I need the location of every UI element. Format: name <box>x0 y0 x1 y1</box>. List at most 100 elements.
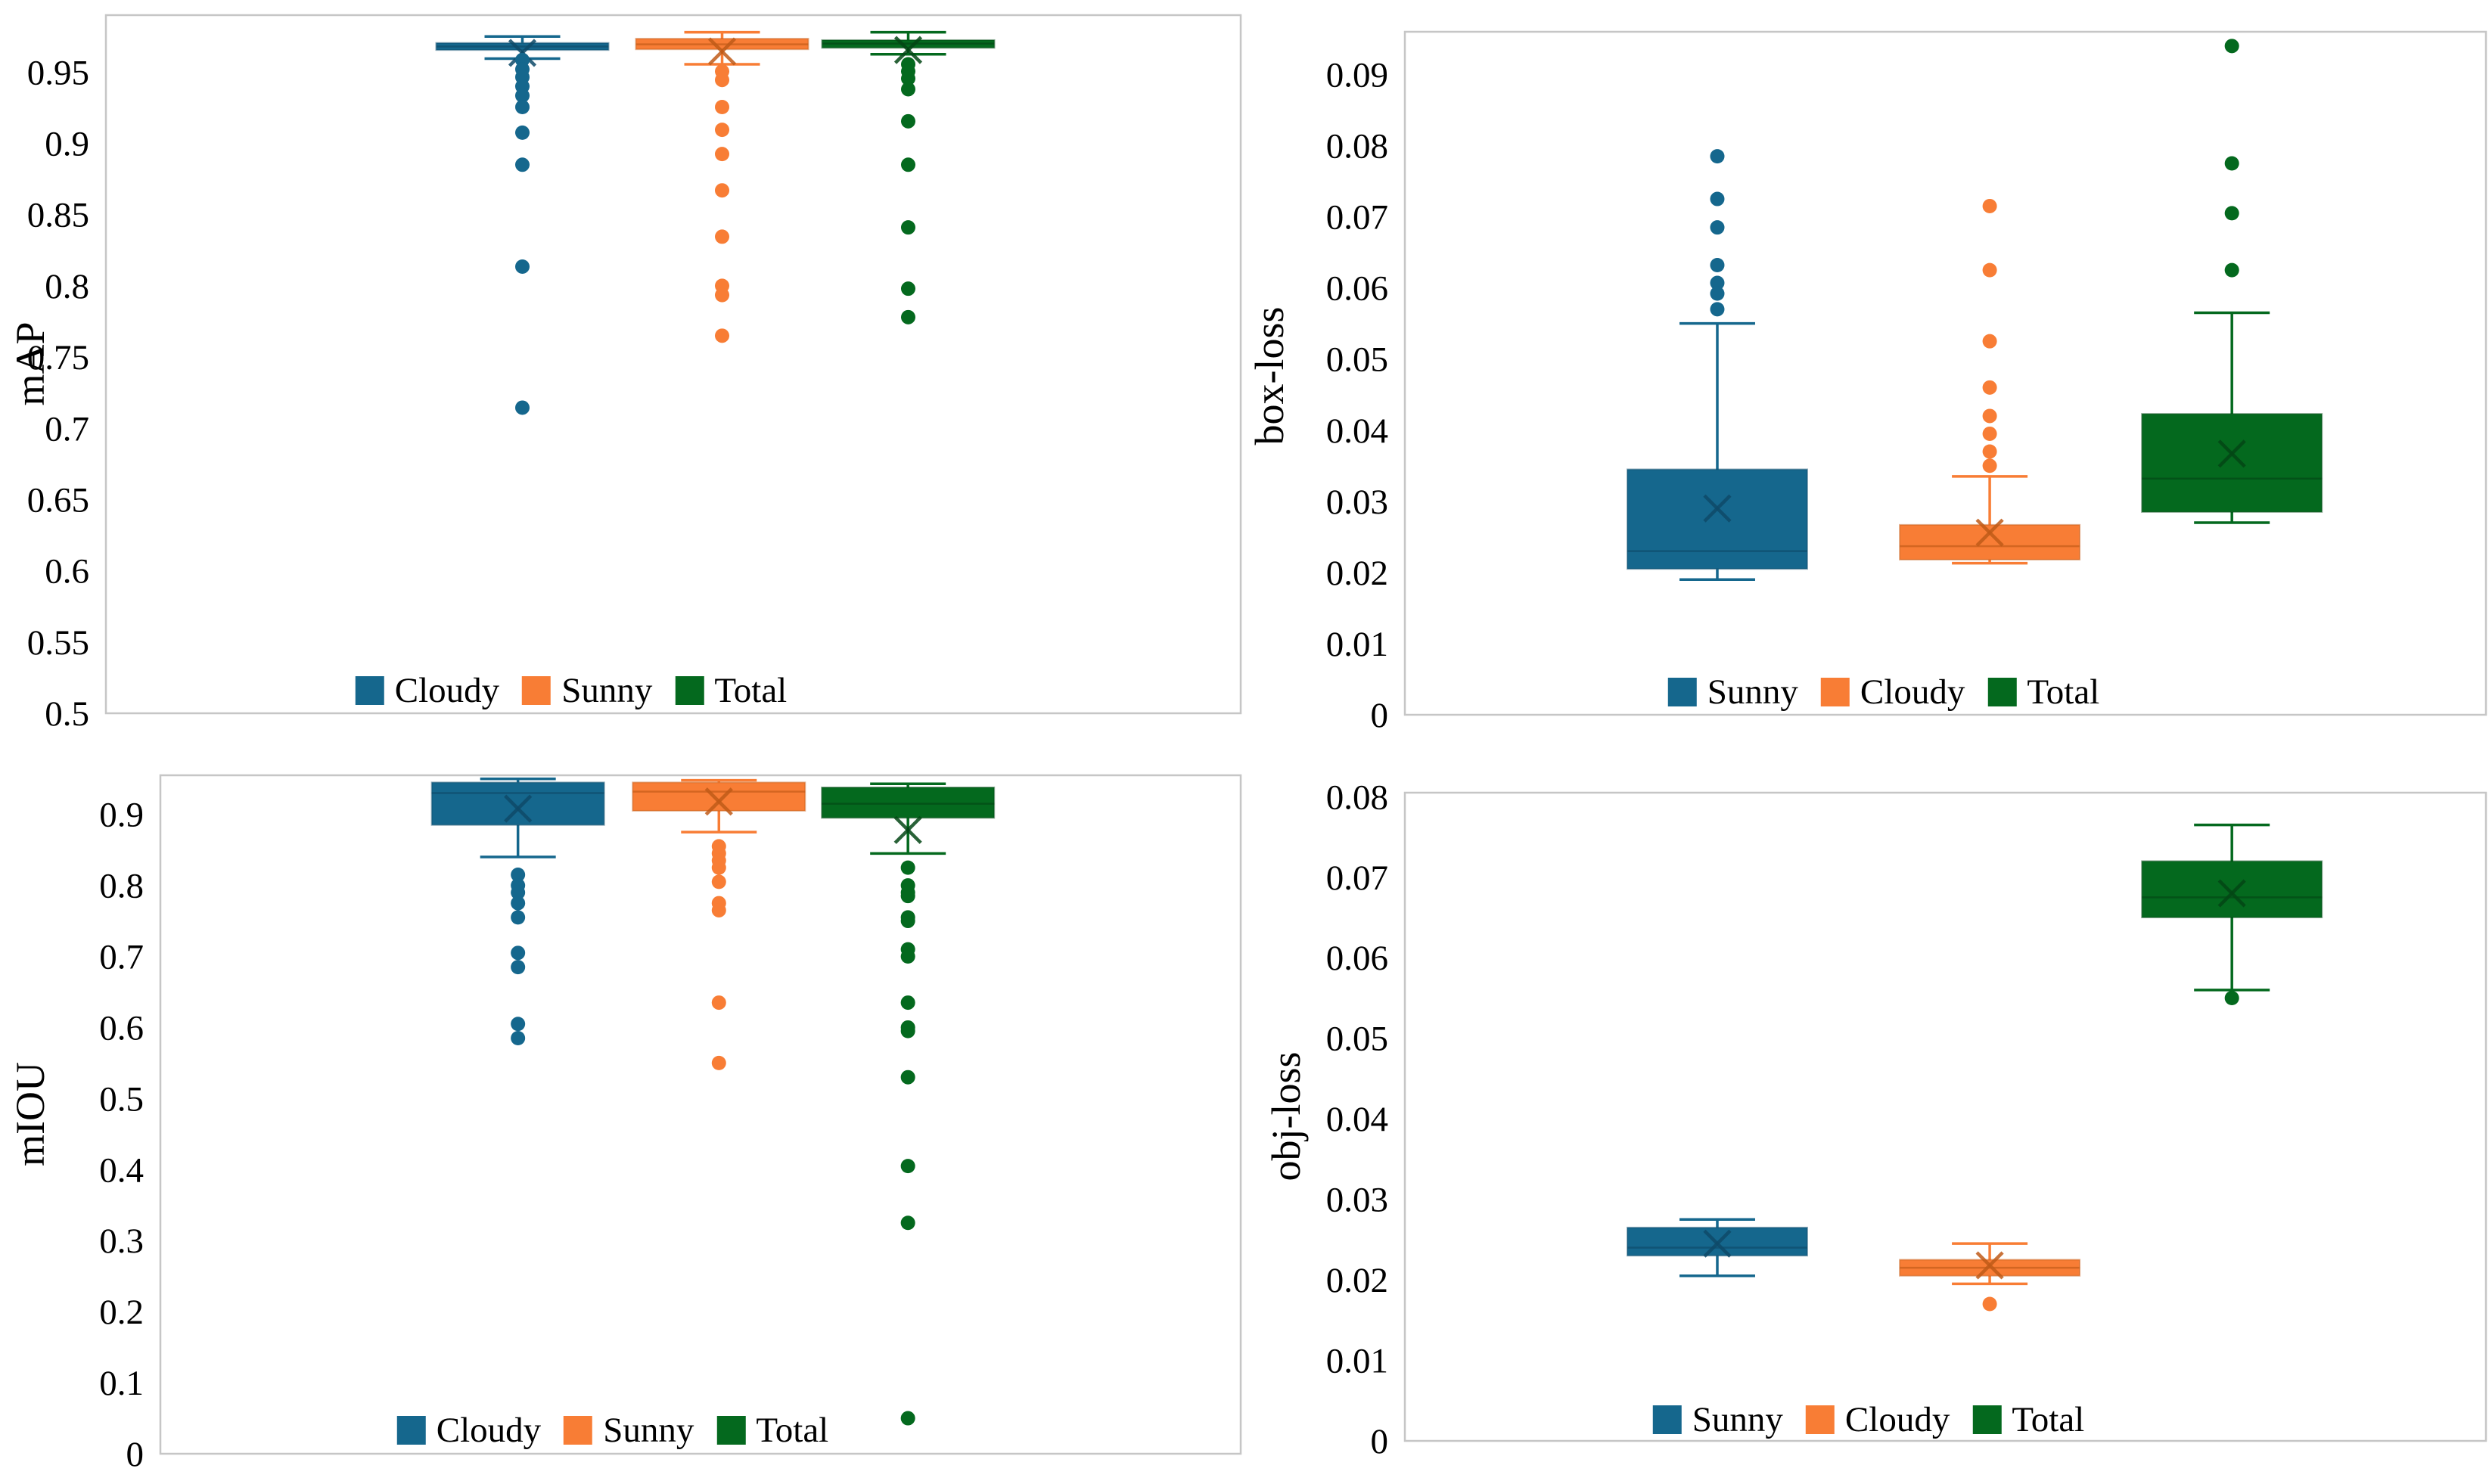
cloudy-outlier-dot <box>511 960 526 975</box>
sunny-mean-marker <box>1703 1229 1732 1258</box>
cloudy-outlier-dot <box>515 400 530 415</box>
legend-label: Cloudy <box>1860 672 1965 712</box>
y-tick-label: 0.65 <box>27 480 89 520</box>
total-outlier-dot <box>900 860 915 875</box>
cloudy-box <box>430 781 605 826</box>
sunny-outlier-dot <box>1710 258 1725 273</box>
total-mean-marker <box>893 815 922 844</box>
sunny-outlier-dot <box>1710 286 1725 301</box>
cloudy-outlier-dot <box>511 867 526 882</box>
y-tick-label: 0 <box>1371 1422 1389 1461</box>
total-outlier-dot <box>901 281 915 296</box>
total-outlier-dot <box>901 220 915 235</box>
legend-item: Total <box>675 670 787 711</box>
y-tick-label: 0.01 <box>1326 1342 1388 1381</box>
y-tick-label: 0.8 <box>45 267 89 306</box>
legend-item: Sunny <box>522 670 652 711</box>
total-outlier-dot <box>900 995 915 1011</box>
total-outlier-dot <box>900 1411 915 1426</box>
y-tick-label: 0.7 <box>99 938 144 977</box>
y-axis-title-box-loss: box-loss <box>1247 306 1292 446</box>
sunny-outlier-dot <box>715 99 729 114</box>
legend-map: Cloudy Sunny Total <box>355 670 787 711</box>
y-tick-label: 0.9 <box>99 796 144 835</box>
cloudy-outlier-dot <box>511 945 526 961</box>
y-axis-title-map: mAP <box>8 321 53 406</box>
total-outlier-dot <box>900 949 915 964</box>
y-tick-label: 0.04 <box>1326 1100 1388 1139</box>
y-tick-label: 0.03 <box>1326 483 1388 522</box>
legend-label: Total <box>2012 1400 2085 1439</box>
cloudy-outlier-dot <box>511 1031 526 1046</box>
total-box <box>2141 413 2323 513</box>
cloudy-outlier-dot <box>1982 444 1997 459</box>
legend-item: Cloudy <box>1820 672 1965 713</box>
total-outlier-dot <box>900 1215 915 1231</box>
y-tick-label: 0.4 <box>99 1150 144 1190</box>
sunny-outlier-dot <box>711 874 726 889</box>
cloudy-outlier-dot <box>1982 408 1997 424</box>
y-tick-label: 0.08 <box>1326 127 1388 166</box>
y-tick-label: 0.1 <box>99 1364 144 1403</box>
y-tick-label: 0.3 <box>99 1222 144 1261</box>
y-tick-label: 0.02 <box>1326 1261 1388 1300</box>
total-mean-marker <box>2217 879 2246 908</box>
total-outlier-dot <box>2224 156 2239 171</box>
y-tick-label: 0.09 <box>1326 55 1388 95</box>
y-tick-label: 0.95 <box>27 53 89 92</box>
y-axis-title-obj-loss: obj-loss <box>1263 1051 1309 1181</box>
total-outlier-dot <box>901 71 915 86</box>
sunny-outlier-dot <box>715 123 729 138</box>
cloudy-outlier-dot <box>1982 262 1997 278</box>
legend-label: Sunny <box>561 671 653 710</box>
cloudy-outlier-dot <box>511 896 526 911</box>
legend-label: Total <box>2027 672 2100 712</box>
total-box <box>821 786 996 819</box>
cloudy-mean-marker <box>504 794 533 823</box>
cloudy-outlier-dot <box>511 1017 526 1032</box>
legend-swatch-total-icon <box>675 676 704 705</box>
total-outlier-dot <box>900 914 915 929</box>
y-tick-label: 0.07 <box>1326 198 1388 238</box>
legend-swatch-cloudy-icon <box>1805 1405 1835 1434</box>
legend-swatch-total-icon <box>716 1416 746 1445</box>
cloudy-outlier-dot <box>515 88 530 103</box>
sunny-outlier-dot <box>715 328 729 343</box>
sunny-outlier-dot <box>1710 275 1725 290</box>
total-outlier-dot <box>2224 262 2239 278</box>
legend-item: Cloudy <box>1805 1399 1950 1440</box>
y-tick-label: 0.03 <box>1326 1181 1388 1220</box>
legend-label: Cloudy <box>394 671 500 710</box>
sunny-outlier-dot <box>715 73 729 88</box>
cloudy-outlier-dot <box>1982 198 1997 213</box>
sunny-outlier-dot <box>715 287 729 303</box>
sunny-outlier-dot <box>711 995 726 1011</box>
legend-obj-loss: Sunny Cloudy Total <box>1652 1399 2085 1440</box>
legend-swatch-cloudy-icon <box>396 1416 426 1445</box>
legend-swatch-sunny-icon <box>1652 1405 1682 1434</box>
y-tick-label: 0.02 <box>1326 554 1388 593</box>
cloudy-mean-marker <box>1975 518 2004 547</box>
legend-swatch-sunny-icon <box>564 1416 593 1445</box>
legend-box-loss: Sunny Cloudy Total <box>1667 672 2100 713</box>
cloudy-outlier-dot <box>1982 426 1997 441</box>
plot-border <box>1403 791 2487 1442</box>
y-tick-label: 0.6 <box>45 552 89 591</box>
total-mean-marker <box>893 36 923 64</box>
total-outlier-dot <box>901 82 915 97</box>
sunny-outlier-dot <box>711 860 726 875</box>
y-tick-label: 0.9 <box>45 125 89 164</box>
legend-label: Cloudy <box>436 1411 542 1450</box>
y-tick-label: 0.7 <box>45 409 89 449</box>
legend-item: Sunny <box>1652 1399 1783 1440</box>
legend-label: Sunny <box>1692 1400 1783 1439</box>
sunny-box <box>632 781 806 812</box>
cloudy-outlier-dot <box>515 157 530 172</box>
y-tick-label: 0.04 <box>1326 411 1388 451</box>
y-tick-label: 0.55 <box>27 623 89 663</box>
sunny-mean-marker <box>707 37 737 66</box>
legend-swatch-sunny-icon <box>1667 678 1697 706</box>
y-tick-label: 0.01 <box>1326 625 1388 664</box>
cloudy-outlier-dot <box>1982 334 1997 349</box>
